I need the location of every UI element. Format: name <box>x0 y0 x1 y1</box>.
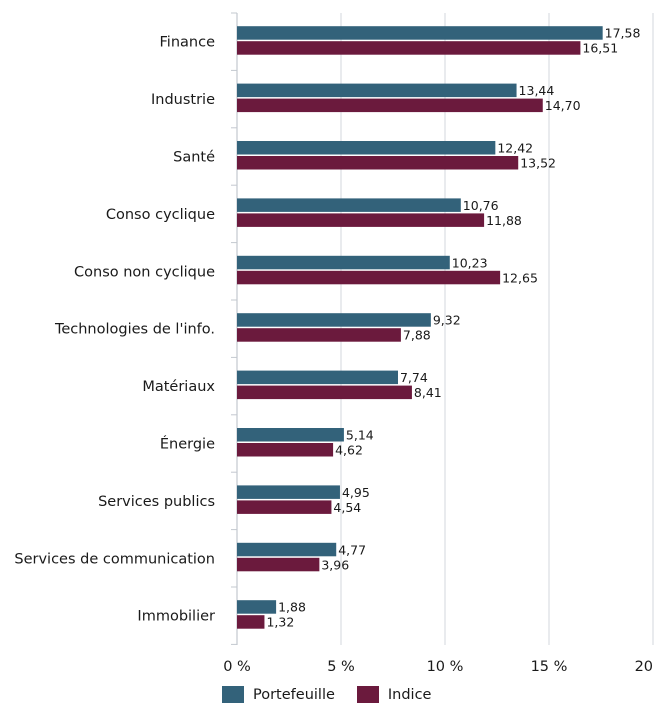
bar-indice <box>237 385 412 400</box>
data-label: 5,14 <box>346 428 374 443</box>
bar-portefeuille <box>237 313 431 327</box>
data-label: 13,52 <box>520 156 556 171</box>
bar-indice <box>237 213 485 227</box>
bar-indice <box>237 41 581 55</box>
data-label: 12,65 <box>502 270 538 285</box>
x-tick-label: 5 % <box>327 659 355 675</box>
x-tick-label: 15 % <box>531 659 568 675</box>
bar-portefeuille <box>237 26 603 40</box>
legend-item-indice: Indice <box>356 686 432 703</box>
bar-indice <box>237 98 543 113</box>
category-labels: Finance Industrie Santé Conso cyclique Conso… <box>14 35 215 625</box>
category-label: Immobilier <box>137 609 215 625</box>
data-label: 3,96 <box>321 557 349 572</box>
data-label: 10,23 <box>452 255 488 270</box>
x-tick-label: 20 % <box>635 659 656 675</box>
bar-portefeuille <box>237 485 340 499</box>
data-label: 17,58 <box>605 26 641 41</box>
bar-portefeuille <box>237 141 496 155</box>
data-label: 4,54 <box>333 500 361 515</box>
category-label: Finance <box>160 35 216 51</box>
data-label: 9,32 <box>433 313 461 328</box>
bar-indice <box>237 156 519 170</box>
category-label: Technologies de l'info. <box>54 322 215 338</box>
bar-portefeuille <box>237 428 344 442</box>
category-label: Santé <box>173 150 215 166</box>
data-label: 10,76 <box>463 198 499 213</box>
category-label: Services de communication <box>14 551 215 567</box>
bar-portefeuille <box>237 255 450 270</box>
data-label: 4,77 <box>338 542 366 557</box>
bar-indice <box>237 443 334 457</box>
legend-item-portefeuille: Portefeuille <box>222 686 335 703</box>
data-label: 4,62 <box>335 443 363 458</box>
data-label: 11,88 <box>486 213 522 228</box>
bar-portefeuille <box>237 198 461 212</box>
bar-indice <box>237 557 320 572</box>
data-label: 8,41 <box>414 385 442 400</box>
bar-portefeuille <box>237 370 398 385</box>
bar-indice <box>237 270 501 285</box>
category-label: Services publics <box>98 494 215 510</box>
legend-label-indice: Indice <box>387 686 432 703</box>
data-label: 16,51 <box>582 41 618 56</box>
data-label: 1,32 <box>266 615 294 630</box>
data-label: 14,70 <box>545 98 581 113</box>
bar-indice <box>237 328 401 342</box>
data-label: 13,44 <box>519 83 555 98</box>
data-label: 7,74 <box>400 370 428 385</box>
tick-labels: 0 % 5 % 10 % 15 % 20 % <box>223 659 656 675</box>
legend: Portefeuille Indice <box>222 686 453 703</box>
bar-indice <box>237 615 265 629</box>
category-label: Matériaux <box>142 379 215 395</box>
bar-portefeuille <box>237 83 517 98</box>
category-label: Industrie <box>151 92 215 108</box>
legend-label-portefeuille: Portefeuille <box>253 686 335 703</box>
bar-portefeuille <box>237 600 277 614</box>
legend-swatch-indice <box>356 686 379 703</box>
data-label: 4,95 <box>342 485 370 500</box>
data-label: 1,88 <box>278 600 306 615</box>
category-axis <box>231 12 238 645</box>
category-label: Énergie <box>160 436 215 453</box>
data-label: 12,42 <box>497 141 533 156</box>
bar-indice <box>237 500 332 514</box>
category-label: Conso cyclique <box>106 207 215 223</box>
bar-portefeuille <box>237 542 337 557</box>
legend-swatch-portefeuille <box>222 686 244 703</box>
data-label: 7,88 <box>403 328 431 343</box>
x-tick-label: 10 % <box>427 659 464 675</box>
x-tick-label: 0 % <box>223 659 251 675</box>
category-label: Conso non cyclique <box>74 264 215 280</box>
